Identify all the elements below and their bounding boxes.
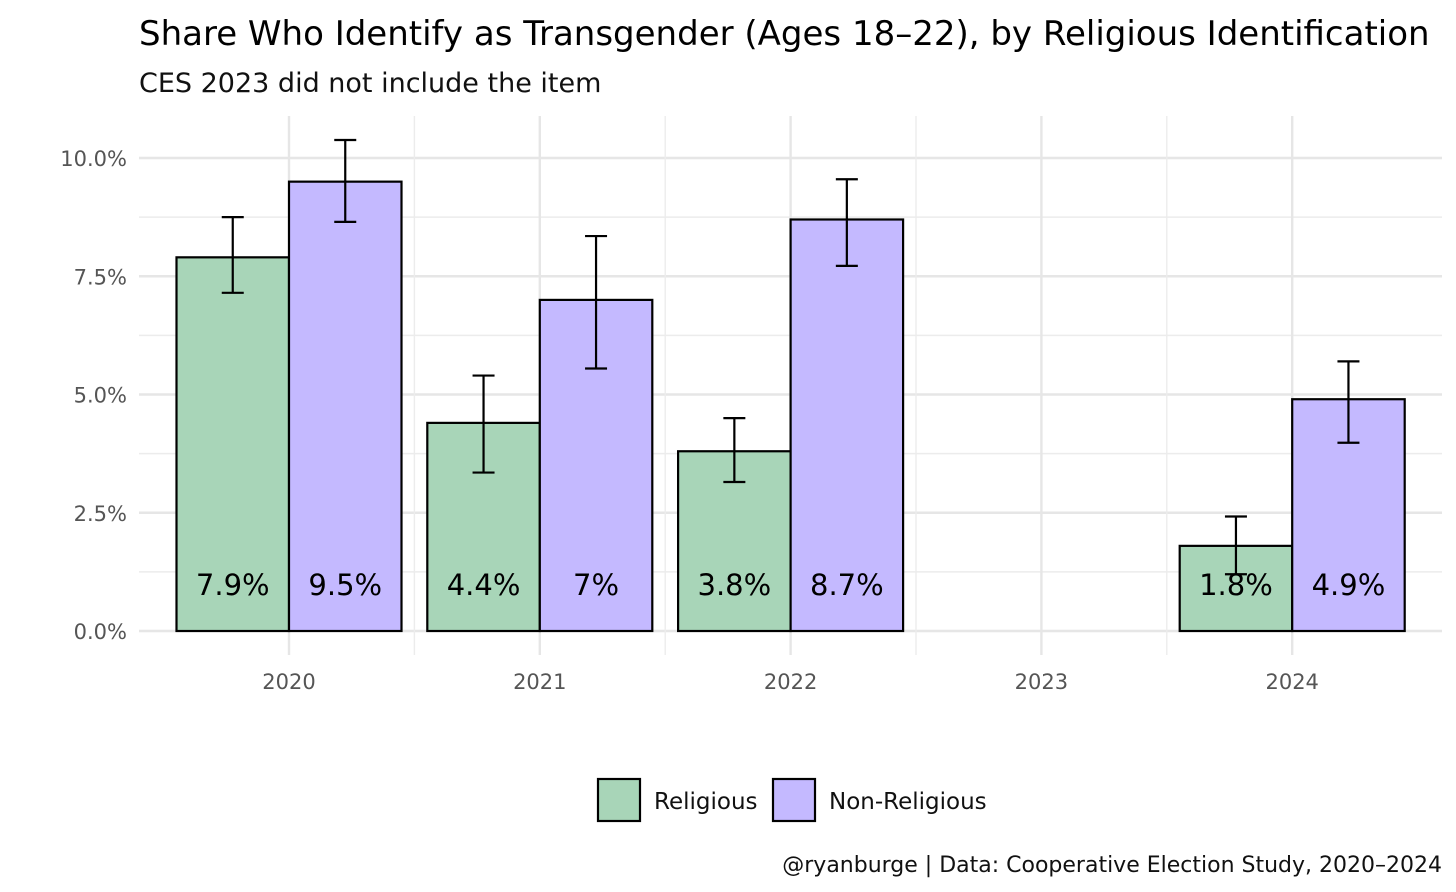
legend-label: Non-Religious bbox=[829, 789, 987, 815]
legend-key bbox=[771, 777, 817, 823]
bar-value-label: 8.7% bbox=[810, 568, 884, 602]
legend-key bbox=[596, 777, 642, 823]
bar-value-label: 4.4% bbox=[447, 568, 521, 602]
chart-subtitle: CES 2023 did not include the item bbox=[139, 68, 601, 99]
y-tick-label: 5.0% bbox=[74, 384, 127, 408]
x-tick-label: 2020 bbox=[262, 670, 315, 694]
bar bbox=[789, 218, 905, 633]
legend: Religious Non-Religious bbox=[596, 777, 987, 823]
y-tick-label: 0.0% bbox=[74, 620, 127, 644]
x-tick-label: 2022 bbox=[764, 670, 817, 694]
y-axis-ticks: 0.0% 2.5% 5.0% 7.5% 10.0% bbox=[60, 147, 127, 644]
y-tick-label: 7.5% bbox=[74, 265, 127, 289]
bar bbox=[287, 180, 403, 633]
bars bbox=[175, 180, 1406, 633]
bar-labels: 7.9% 4.4% 3.8% 1.8% 9.5% 7% 8.7% 4.9% bbox=[196, 568, 1385, 602]
chart-caption: @ryanburge | Data: Cooperative Election … bbox=[782, 853, 1442, 878]
x-tick-label: 2024 bbox=[1265, 670, 1318, 694]
bar-value-label: 7% bbox=[573, 568, 619, 602]
bar-value-label: 7.9% bbox=[196, 568, 270, 602]
y-tick-label: 10.0% bbox=[60, 147, 127, 171]
bar-value-label: 4.9% bbox=[1312, 568, 1386, 602]
chart-title: Share Who Identify as Transgender (Ages … bbox=[139, 14, 1430, 54]
y-tick-label: 2.5% bbox=[74, 502, 127, 526]
bar-value-label: 3.8% bbox=[698, 568, 772, 602]
x-tick-label: 2021 bbox=[513, 670, 566, 694]
error-bars bbox=[221, 138, 1360, 576]
bar-value-label: 1.8% bbox=[1199, 568, 1273, 602]
legend-label: Religious bbox=[654, 789, 758, 815]
bar-value-label: 9.5% bbox=[308, 568, 382, 602]
x-tick-label: 2023 bbox=[1015, 670, 1068, 694]
x-axis-ticks: 2020 2021 2022 2023 2024 bbox=[262, 670, 1319, 694]
